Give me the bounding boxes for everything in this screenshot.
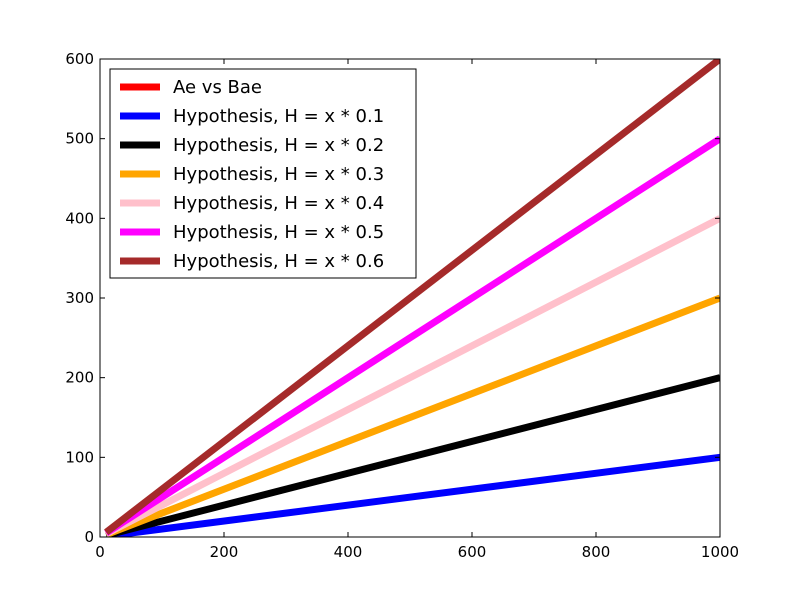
- y-tick-label: 100: [65, 448, 94, 466]
- series-line-4: [104, 215, 720, 537]
- y-tick-label: 300: [65, 289, 94, 307]
- series-line-1: [105, 453, 720, 537]
- x-tick-label: 200: [210, 543, 239, 561]
- legend-label: Ae vs Bae: [173, 77, 262, 98]
- y-tick-label: 200: [65, 369, 94, 387]
- x-tick-label: 800: [582, 543, 611, 561]
- legend-label: Hypothesis, H = x * 0.6: [173, 251, 384, 272]
- x-tick-label: 0: [95, 543, 105, 561]
- x-tick-label: 1000: [701, 543, 739, 561]
- legend-box: [109, 68, 417, 279]
- legend-label: Hypothesis, H = x * 0.5: [173, 222, 384, 243]
- y-tick-label: 400: [65, 209, 94, 227]
- legend-label: Hypothesis, H = x * 0.2: [173, 135, 384, 156]
- y-tick-label: 600: [65, 50, 94, 68]
- legend-label: Hypothesis, H = x * 0.4: [173, 193, 384, 214]
- y-tick-label: 500: [65, 130, 94, 148]
- legend-label: Hypothesis, H = x * 0.1: [173, 106, 384, 127]
- series-line-2: [105, 374, 720, 537]
- legend-label: Hypothesis, H = x * 0.3: [173, 164, 384, 185]
- x-tick-label: 400: [334, 543, 363, 561]
- series-line-6: [104, 59, 720, 535]
- x-tick-label: 600: [458, 543, 487, 561]
- series-line-3: [104, 294, 720, 537]
- y-tick-label: 0: [84, 528, 94, 546]
- series-line-5: [104, 135, 720, 536]
